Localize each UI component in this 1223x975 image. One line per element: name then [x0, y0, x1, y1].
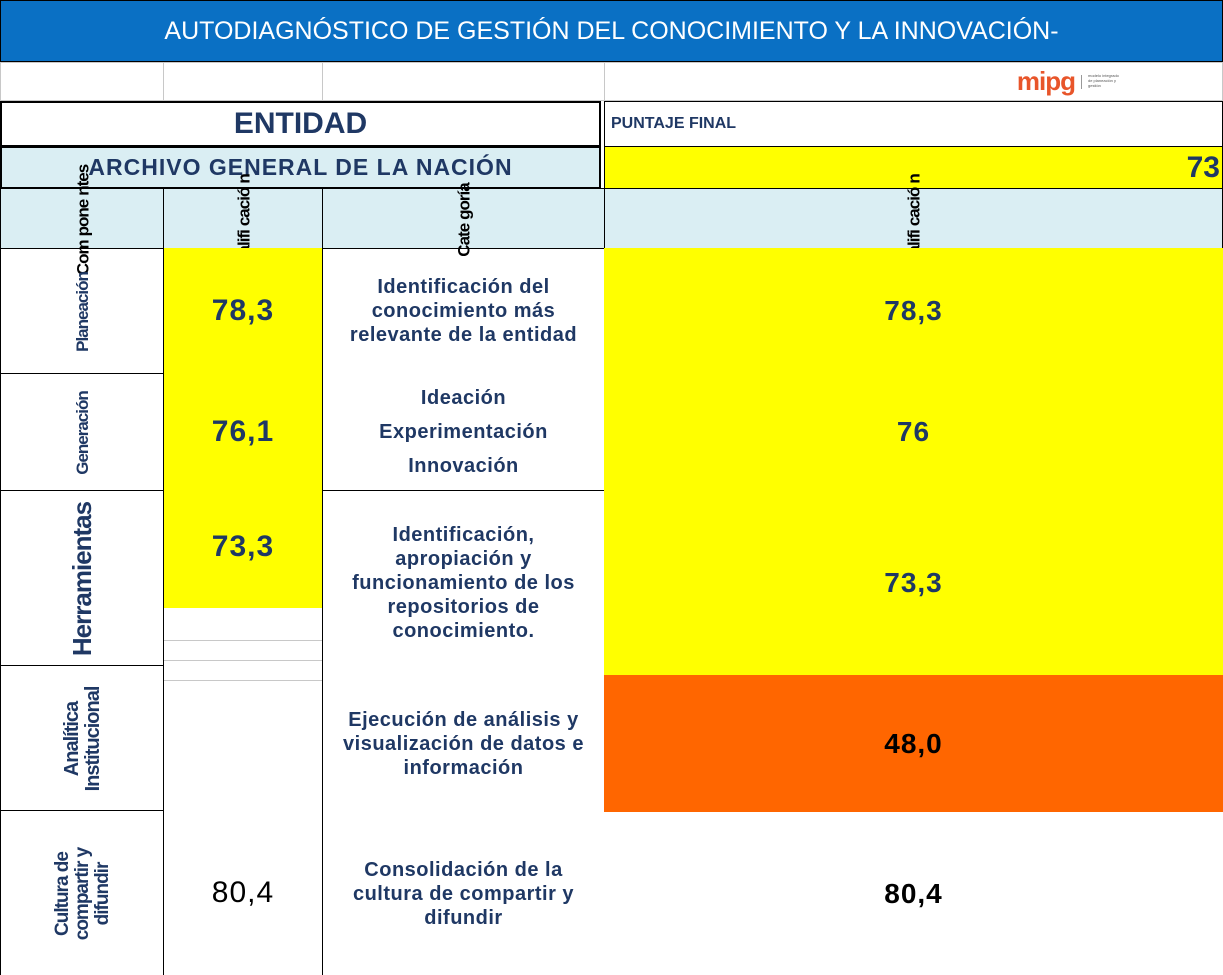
empty-cell — [163, 62, 323, 101]
component-cell: Analítica Institucional — [0, 665, 164, 811]
rotated-text: Planeación — [23, 253, 143, 371]
rotated-text: Herramientas — [23, 495, 143, 663]
rotated-text: Calificación — [880, 174, 950, 265]
component-name: Analítica Institucional — [61, 686, 104, 792]
logo: mipg modelo integrado de planeación y ge… — [604, 62, 1223, 101]
rotated-text: Com pone ntes — [43, 164, 123, 274]
column-header-line: n — [234, 173, 254, 184]
column-header-line: pone — [73, 199, 93, 236]
category-text: Innovación — [408, 454, 519, 477]
component-cell: Cultura de compartir y difundir — [0, 810, 164, 975]
score-cell: 76,1 — [163, 373, 323, 491]
final-cell: 80,4 — [604, 812, 1223, 975]
column-header: Com pone ntes — [0, 164, 164, 275]
category-text: Identificación del conocimiento más rele… — [349, 276, 578, 346]
final-cell: 73,3 — [604, 490, 1223, 676]
component-cell: Planeación — [0, 248, 164, 374]
rotated-text: Analítica Institucional — [18, 670, 148, 808]
logo-text: mipg — [1016, 66, 1076, 96]
entity-label: ENTIDAD — [0, 101, 601, 147]
category-cell: Consolidación de la cultura de compartir… — [322, 812, 605, 975]
entity-name-text: ARCHIVO GENERAL DE LA NACIÓN — [88, 154, 513, 180]
component-cell: Herramientas — [0, 490, 164, 666]
final-value: 80,4 — [884, 877, 943, 909]
category-text: Ejecución de análisis y visualización de… — [343, 709, 584, 779]
logo-divider — [1081, 74, 1082, 89]
rotated-text: Calificación — [204, 174, 284, 265]
empty-cell — [0, 62, 164, 101]
final-label: PUNTAJE FINAL — [604, 101, 1223, 147]
empty-cell — [163, 660, 323, 681]
score-value: 80,4 — [211, 875, 275, 909]
rotated-text: Cultura de compartir y difundir — [18, 815, 148, 973]
logo-caption: modelo integrado de planeación y gestión — [1088, 73, 1119, 88]
final-cell: 48,0 — [604, 675, 1223, 813]
column-header-line: cació — [234, 187, 254, 226]
category-text: Identificación, apropiación y funcionami… — [352, 524, 575, 642]
component-cell: Generación — [0, 373, 164, 491]
rotated-text: Generación — [23, 378, 143, 488]
component-name: Generación — [73, 391, 93, 475]
component-name: Cultura de compartir y difundir — [52, 847, 113, 941]
rotated-text: Cate goría — [425, 183, 505, 256]
score-cell: 80,4 — [163, 810, 323, 975]
entity-label-text: ENTIDAD — [233, 107, 368, 140]
final-value: 48,0 — [884, 728, 943, 759]
score-value: 73,3 — [211, 530, 275, 563]
category-cell: Identificación del conocimiento más rele… — [322, 248, 605, 374]
empty-cell — [163, 640, 323, 661]
final-score-text: 73 — [1186, 150, 1220, 184]
category-text: Ideación — [420, 386, 507, 409]
score-cell: 73,3 — [163, 490, 323, 608]
score-cell: 78,3 — [163, 248, 323, 374]
category-text: Experimentación — [379, 420, 548, 443]
column-header-line: ntes — [73, 164, 93, 196]
category-cell: Identificación, apropiación y funcionami… — [322, 490, 605, 676]
column-header: Cate goría — [322, 183, 605, 256]
category-text: Consolidación de la cultura de compartir… — [352, 858, 575, 929]
final-cell: 76 — [604, 373, 1223, 491]
final-label-text: PUNTAJE FINAL — [611, 115, 737, 132]
component-name: Planeación — [73, 272, 93, 352]
component-name: Herramientas — [67, 501, 98, 657]
title-bar: AUTODIAGNÓSTICO DE GESTIÓN DEL CONOCIMIE… — [0, 0, 1223, 62]
column-header-line: cació — [904, 187, 924, 226]
column-header-line: goría — [454, 182, 474, 220]
category-cell: Ideación Experimentación Innovación — [322, 373, 605, 491]
title: AUTODIAGNÓSTICO DE GESTIÓN DEL CONOCIMIE… — [164, 16, 1059, 45]
column-header: Calificación — [163, 174, 323, 265]
final-value: 73,3 — [884, 567, 943, 598]
column-header-line: n — [904, 173, 924, 184]
category-cell: Ejecución de análisis y visualización de… — [322, 675, 605, 813]
score-value: 78,3 — [211, 293, 275, 327]
score-value: 76,1 — [211, 414, 275, 448]
column-header: Calificación — [604, 174, 1223, 265]
final-cell: 78,3 — [604, 248, 1223, 374]
entity-name: ARCHIVO GENERAL DE LA NACIÓN — [0, 146, 601, 189]
empty-cell — [322, 62, 605, 101]
final-value: 76 — [896, 416, 931, 447]
final-value: 78,3 — [884, 294, 943, 326]
empty-cell — [163, 607, 323, 641]
